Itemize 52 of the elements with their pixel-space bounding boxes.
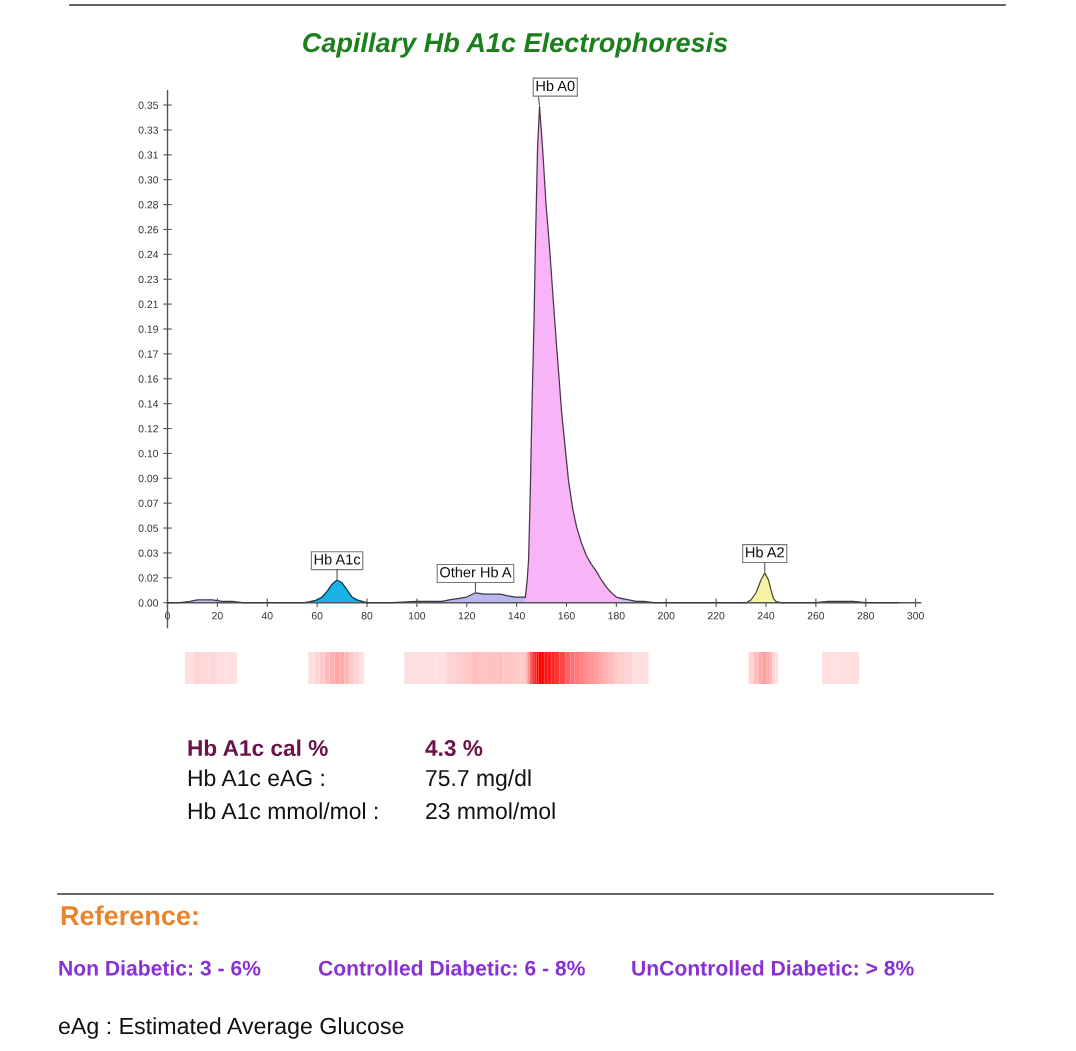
y-tick-label: 0.02 bbox=[138, 574, 158, 582]
x-tick-label: 260 bbox=[807, 612, 825, 620]
x-tick-label: 100 bbox=[408, 612, 426, 620]
text: Hb A1c mmol/mol : bbox=[188, 802, 378, 820]
annotation: Hb A1c bbox=[314, 553, 361, 565]
x-tick-label: 60 bbox=[311, 612, 323, 620]
x-tick-label: 200 bbox=[658, 612, 675, 620]
y-tick-label: 0.12 bbox=[138, 425, 158, 433]
y-tick-label: 0.21 bbox=[138, 300, 158, 308]
y-tick-label: 0.10 bbox=[138, 449, 159, 458]
x-tick-label: 220 bbox=[707, 612, 725, 620]
y-tick-label: 0.35 bbox=[138, 101, 159, 109]
y-tick-label: 0.33 bbox=[138, 126, 159, 134]
text: Hb A1c eAG : bbox=[188, 769, 324, 787]
annotation: Hb A2 bbox=[746, 546, 784, 558]
text: Non Diabetic: 3 - 6% bbox=[59, 960, 261, 976]
text: Hb A1c cal % bbox=[188, 739, 328, 757]
y-tick-label: 0.05 bbox=[138, 524, 159, 532]
x-tick-label: 280 bbox=[857, 612, 875, 620]
y-tick-label: 0.24 bbox=[138, 250, 159, 259]
annotation: Hb A0 bbox=[536, 80, 575, 92]
text: UnControlled Diabetic: > 8% bbox=[632, 960, 914, 976]
y-tick-label: 0.09 bbox=[138, 474, 158, 483]
x-tick-label: 300 bbox=[907, 612, 924, 620]
y-tick-label: 0.16 bbox=[138, 375, 159, 383]
annotation: Other Hb A bbox=[440, 566, 512, 578]
y-tick-label: 0.00 bbox=[138, 599, 159, 607]
text: 75.7 mg/dl bbox=[426, 769, 531, 791]
x-tick-label: 120 bbox=[458, 612, 476, 620]
text: Reference: bbox=[61, 905, 198, 926]
text: 23 mmol/mol bbox=[426, 802, 555, 820]
y-tick-label: 0.23 bbox=[138, 275, 159, 284]
x-tick-label: 80 bbox=[361, 612, 373, 620]
y-tick-label: 0.31 bbox=[138, 151, 158, 159]
text: 4.3 % bbox=[425, 740, 483, 757]
y-tick-label: 0.03 bbox=[138, 549, 159, 557]
x-tick-label: 40 bbox=[261, 612, 273, 620]
y-tick-label: 0.26 bbox=[138, 225, 159, 234]
y-tick-label: 0.30 bbox=[138, 176, 159, 184]
y-tick-label: 0.14 bbox=[138, 400, 159, 408]
chart-title: Capillary Hb A1c Electrophoresis bbox=[303, 32, 728, 58]
x-tick-label: 140 bbox=[508, 612, 525, 620]
x-tick-label: 20 bbox=[212, 612, 223, 620]
y-tick-label: 0.07 bbox=[138, 499, 158, 508]
y-tick-label: 0.17 bbox=[138, 350, 158, 358]
text: Controlled Diabetic: 6 - 8% bbox=[318, 960, 585, 976]
x-tick-label: 160 bbox=[558, 612, 575, 620]
text: eAg : Estimated Average Glucose bbox=[58, 1017, 404, 1039]
x-tick-label: 240 bbox=[757, 612, 775, 620]
x-tick-label: 180 bbox=[608, 612, 625, 620]
y-tick-label: 0.19 bbox=[138, 325, 158, 333]
y-tick-label: 0.28 bbox=[138, 201, 159, 209]
